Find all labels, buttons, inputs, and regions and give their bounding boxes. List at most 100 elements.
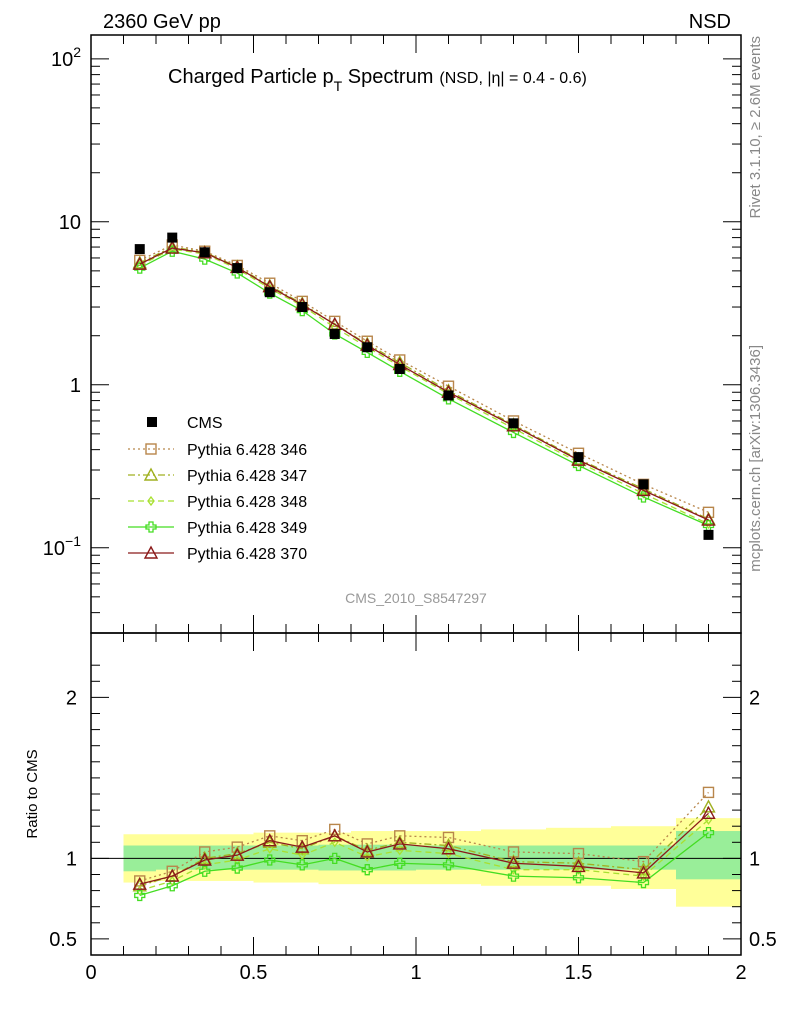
- ratio-point-p348: [574, 864, 583, 875]
- ratio-point-p370: [441, 841, 456, 855]
- cms-point: [443, 390, 454, 401]
- x-tick-label: 0: [85, 962, 96, 984]
- chart-title-main: Charged Particle p: [168, 66, 334, 88]
- ratio-series: [132, 786, 716, 902]
- ratio-point-p348: [233, 854, 242, 866]
- legend: CMS Pythia 6.428 346 Pythia 6.428 347 Pythi…: [128, 415, 307, 563]
- top-point-p349: [702, 519, 715, 532]
- y-tick-label: 10: [59, 212, 81, 234]
- ratio-point-p349: [572, 872, 585, 884]
- chart-title-rest: Spectrum: [342, 66, 433, 88]
- bottom-y-label: Ratio to CMS: [24, 749, 41, 838]
- ratio-point-p370: [327, 828, 342, 842]
- analysis-id: CMS_2010_S8547297: [345, 590, 487, 606]
- ratio-point-p348: [639, 871, 648, 882]
- process-label: NSD: [689, 11, 731, 33]
- x-tick-label: 1: [410, 962, 421, 984]
- bottom-frame: [90, 632, 742, 956]
- top-point-p370: [165, 240, 180, 254]
- cms-point: [134, 244, 145, 255]
- top-axis-ticks: [90, 35, 742, 955]
- legend-label-p370: Pythia 6.428 370: [187, 546, 307, 563]
- cms-point: [264, 287, 275, 298]
- cms-point: [573, 452, 584, 463]
- ratio-point-p347: [295, 841, 310, 855]
- x-tick-label: 0.5: [240, 962, 268, 984]
- cms-point: [167, 232, 178, 243]
- ratio-point-p370: [701, 805, 716, 820]
- cms-point: [199, 247, 210, 258]
- legend-marker-p349: [145, 521, 157, 533]
- legend-marker-p347: [143, 467, 159, 481]
- legend-label-p347: Pythia 6.428 347: [187, 468, 307, 485]
- ratio-point-p349: [134, 889, 146, 902]
- top-frame: [90, 34, 742, 634]
- y-tick-label: 10−1: [43, 533, 81, 560]
- ratio-point-p346: [199, 846, 211, 858]
- legend-label-p346: Pythia 6.428 346: [187, 442, 307, 459]
- ratio-point-p346: [394, 830, 406, 842]
- ratio-point-p346: [702, 786, 715, 799]
- ratio-point-p348: [168, 875, 177, 887]
- top-point-p370: [132, 256, 147, 270]
- ratio-point-p349: [394, 857, 406, 869]
- cms-point: [638, 479, 649, 490]
- ratio-point-p346: [329, 823, 341, 836]
- top-series: [132, 239, 716, 532]
- ratio-point-p370: [360, 844, 375, 858]
- band-inner-bin: [318, 844, 351, 871]
- legend-marker-p370: [143, 545, 159, 559]
- x-tick-label: 2: [735, 962, 746, 984]
- chart-title-sub: T: [334, 78, 343, 94]
- ratio-point-p346: [231, 841, 243, 853]
- ratio-point-p349: [329, 852, 341, 865]
- ratio-point-p346: [361, 838, 373, 850]
- band-inner-bin: [286, 845, 319, 870]
- ratio-point-p370: [230, 847, 245, 861]
- ratio-point-p349: [264, 854, 276, 866]
- band-inner-bin: [676, 831, 741, 880]
- legend-marker-p346: [145, 443, 157, 455]
- top-line-p370: [139, 247, 709, 521]
- ratio-point-p370: [262, 833, 277, 847]
- ratio-point-p370: [506, 855, 521, 869]
- top-point-p346: [702, 506, 715, 519]
- ratio-point-p370: [571, 858, 586, 873]
- ratio-point-p370: [392, 836, 407, 850]
- ratio-point-p348: [298, 850, 307, 861]
- ratio-point-p347: [701, 799, 716, 813]
- cms-point: [362, 342, 373, 353]
- site-label: mcplots.cern.ch [arXiv:1306.3436]: [747, 345, 764, 572]
- band-inner-bin: [253, 845, 286, 870]
- cms-data: [134, 232, 714, 540]
- ratio-point-p349: [296, 859, 308, 871]
- cms-point: [703, 529, 714, 540]
- ratio-point-p347: [571, 855, 586, 869]
- legend-label-p349: Pythia 6.428 349: [187, 520, 307, 537]
- ratio-line-p347: [139, 806, 709, 887]
- legend-label-cms: CMS: [187, 415, 223, 432]
- ratio-uncertainty-band: [123, 818, 741, 907]
- ratio-point-p348: [444, 848, 453, 859]
- x-tick-label: 1.5: [565, 962, 593, 984]
- top-point-p370: [636, 482, 651, 497]
- ratio-y-tick-label-right: 2: [749, 687, 760, 709]
- energy-label: 2360 GeV pp: [103, 11, 221, 33]
- ratio-point-p348: [265, 843, 274, 854]
- ratio-point-p347: [230, 846, 245, 860]
- legend-marker-p348: [147, 495, 155, 507]
- cms-point: [508, 418, 519, 429]
- ratio-point-p349: [231, 862, 243, 874]
- ratio-y-tick-label: 1: [66, 848, 77, 870]
- ratio-point-p348: [200, 859, 209, 870]
- ratio-line-p370: [139, 812, 709, 885]
- ratio-point-p370: [132, 876, 147, 890]
- cms-point: [297, 302, 308, 313]
- legend-label-p348: Pythia 6.428 348: [187, 494, 307, 511]
- ratio-y-tick-label-right: 0.5: [749, 929, 777, 951]
- cms-point: [329, 328, 340, 339]
- ratio-point-p349: [702, 826, 715, 839]
- ratio-point-p349: [442, 859, 455, 871]
- ratio-point-p349: [361, 864, 373, 876]
